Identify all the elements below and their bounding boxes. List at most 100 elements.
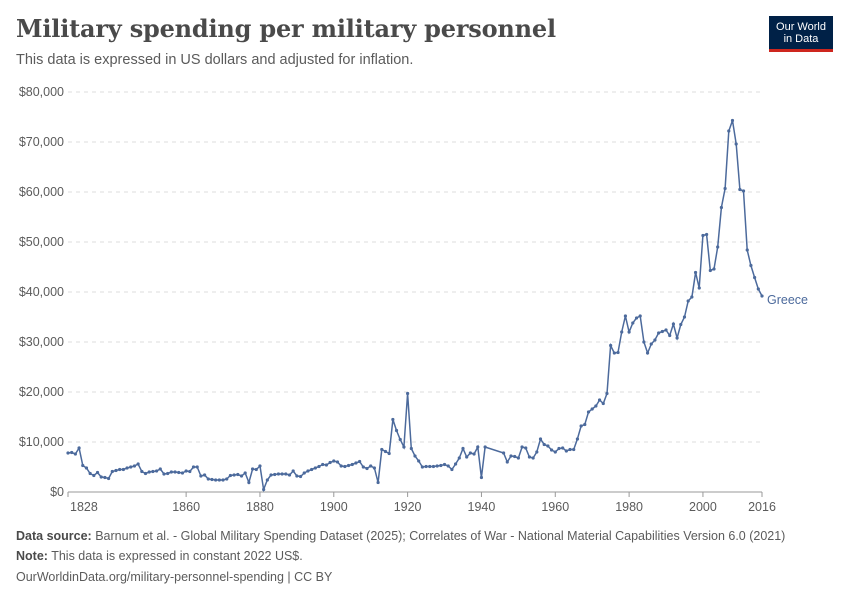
data-point: [103, 475, 107, 480]
owid-logo[interactable]: Our World in Data: [769, 16, 833, 52]
data-point: [380, 447, 384, 452]
data-point: [520, 445, 524, 449]
data-point: [575, 437, 580, 441]
chart-title: Military spending per military personnel: [16, 14, 556, 43]
data-point: [151, 469, 155, 474]
data-point: [535, 450, 539, 454]
data-point: [465, 455, 469, 459]
x-tick-label: 1860: [172, 500, 200, 514]
data-point: [590, 407, 594, 411]
data-point: [634, 316, 639, 320]
data-point: [221, 478, 225, 482]
y-tick-label: $70,000: [19, 135, 64, 149]
data-point: [147, 470, 151, 474]
y-tick-label: $30,000: [19, 335, 64, 349]
data-point: [745, 248, 749, 252]
data-point: [394, 428, 399, 433]
data-point: [158, 467, 162, 471]
gridlines: [68, 91, 762, 443]
data-point: [383, 449, 388, 454]
data-point: [564, 449, 568, 453]
data-point: [110, 469, 114, 474]
data-point: [716, 245, 720, 249]
footer-url[interactable]: OurWorldinData.org/military-personnel-sp…: [16, 570, 333, 584]
data-point: [361, 465, 365, 469]
data-point: [734, 142, 738, 146]
data-point: [118, 467, 122, 472]
data-point: [273, 472, 277, 477]
data-point: [546, 444, 550, 448]
data-point: [280, 472, 284, 476]
footer-note: Note: This data is expressed in constant…: [16, 549, 303, 563]
data-point: [169, 470, 173, 474]
data-point: [513, 454, 517, 459]
data-point: [483, 445, 487, 449]
data-point: [616, 350, 620, 355]
data-point: [250, 467, 255, 471]
data-point: [701, 233, 705, 238]
data-point: [428, 464, 432, 469]
data-point: [609, 343, 613, 348]
data-point: [262, 487, 266, 492]
data-point: [232, 473, 236, 477]
note-text: This data is expressed in constant 2022 …: [51, 549, 303, 563]
data-point: [269, 473, 273, 477]
x-tick-label: 1920: [394, 500, 422, 514]
data-point: [291, 469, 295, 473]
data-point: [339, 464, 343, 468]
data-point: [228, 473, 233, 478]
data-point: [73, 452, 77, 456]
data-point: [605, 391, 609, 396]
y-axis-ticks: $0 $10,000 $20,000 $30,000 $40,000 $50,000 $60…: [19, 85, 64, 499]
data-point: [132, 464, 137, 468]
data-point: [136, 462, 140, 466]
data-point: [461, 446, 465, 451]
data-point: [140, 469, 144, 474]
data-point: [420, 465, 424, 469]
data-point: [505, 460, 509, 464]
data-point: [553, 450, 557, 454]
x-tick-label: 2016: [748, 500, 776, 514]
data-point: [435, 464, 439, 468]
data-point: [206, 477, 210, 481]
data-point: [516, 456, 520, 460]
data-point: [557, 446, 561, 451]
data-point: [538, 437, 543, 441]
data-point: [409, 446, 413, 451]
series-label-greece[interactable]: Greece: [767, 293, 808, 307]
logo-line-2: in Data: [783, 33, 819, 45]
data-point: [679, 322, 683, 327]
data-point: [95, 470, 100, 475]
data-point: [439, 463, 443, 468]
data-point: [627, 330, 631, 334]
data-point: [328, 460, 332, 465]
source-text: Barnum et al. - Global Military Spending…: [95, 529, 786, 543]
data-point: [365, 466, 369, 471]
data-point: [129, 465, 133, 469]
data-point: [738, 187, 742, 192]
data-point: [70, 450, 74, 455]
data-point: [217, 478, 221, 482]
data-point: [302, 471, 306, 475]
data-point: [343, 464, 347, 469]
data-point: [719, 205, 723, 210]
data-point: [254, 467, 258, 472]
data-point: [81, 463, 85, 468]
data-point: [298, 474, 303, 479]
logo-line-1: Our World: [776, 21, 826, 33]
data-point: [107, 476, 111, 481]
data-point: [195, 465, 199, 469]
data-point: [620, 330, 624, 334]
x-tick-label: 1828: [70, 500, 98, 514]
data-point: [638, 314, 642, 318]
data-point: [391, 417, 395, 422]
data-point: [690, 295, 694, 299]
data-point: [180, 471, 185, 475]
data-point: [214, 478, 218, 482]
data-point: [697, 286, 701, 290]
data-point: [741, 189, 746, 193]
data-point: [369, 464, 373, 468]
data-point: [442, 462, 447, 467]
data-point: [376, 480, 380, 485]
series-line-greece[interactable]: [67, 120, 763, 493]
